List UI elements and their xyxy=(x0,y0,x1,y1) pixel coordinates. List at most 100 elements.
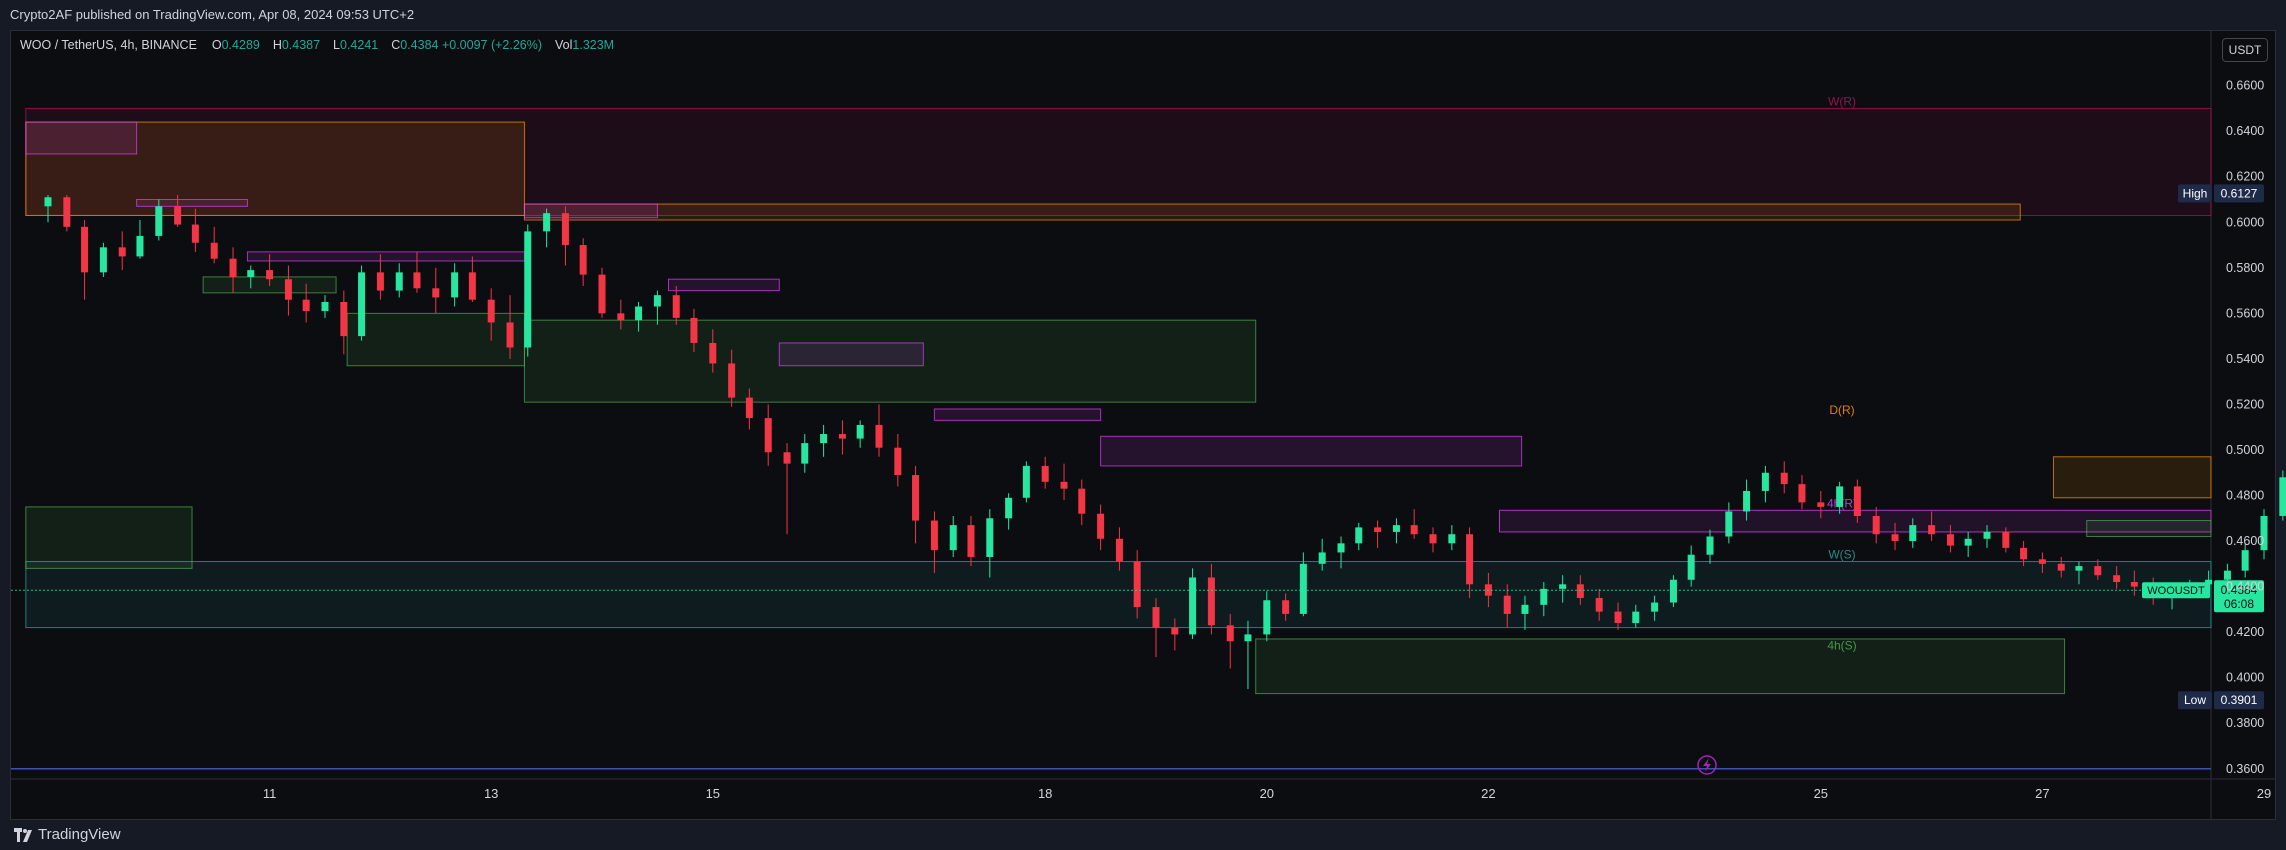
close-value: 0.4384 xyxy=(400,38,439,52)
candle-body xyxy=(1503,595,1511,614)
low-value: 0.4241 xyxy=(340,38,379,52)
level-band xyxy=(25,107,2212,216)
candle-body xyxy=(506,322,514,348)
last-price-countdown: 06:08 xyxy=(2224,597,2254,611)
candle-body xyxy=(709,342,717,364)
candle-body xyxy=(1836,486,1844,507)
zone-box xyxy=(25,121,525,216)
candle-body xyxy=(524,231,532,348)
candle-body xyxy=(1891,534,1899,542)
symbol-legend: WOO / TetherUS, 4h, BINANCE O0.4289 H0.4… xyxy=(20,38,614,52)
level-label: 4h(S) xyxy=(1827,639,1856,653)
candle-body xyxy=(2113,575,2121,583)
candle-body xyxy=(783,452,791,464)
candle-body xyxy=(1410,525,1418,535)
candle-body xyxy=(1005,497,1013,519)
price-tick-label: 0.4200 xyxy=(2226,625,2264,639)
candle-body xyxy=(875,424,883,448)
candle-body xyxy=(63,197,71,227)
symbol-name[interactable]: WOO / TetherUS, 4h, BINANCE xyxy=(20,38,197,52)
candle-body xyxy=(1706,536,1714,555)
candle-body xyxy=(1115,538,1123,562)
candle-body xyxy=(2241,550,2249,571)
time-tick-label: 22 xyxy=(1481,786,1495,801)
candle-body xyxy=(432,288,440,298)
candle-body xyxy=(1022,465,1030,498)
candle-body xyxy=(949,525,957,551)
time-tick-label: 25 xyxy=(1814,786,1828,801)
candle-body xyxy=(1743,490,1751,512)
candle-body xyxy=(1632,611,1640,624)
time-tick-label: 11 xyxy=(263,786,277,801)
low-label: L xyxy=(333,38,340,52)
publish-info-text: Crypto2AF published on TradingView.com, … xyxy=(10,7,415,22)
candle-body xyxy=(1282,600,1290,614)
price-tick-label: 0.3600 xyxy=(2226,762,2264,776)
candle-body xyxy=(468,272,476,300)
candle-body xyxy=(598,274,606,314)
candles xyxy=(44,194,2286,690)
footer-bar: TradingView xyxy=(0,820,2286,850)
candle-body xyxy=(99,247,107,273)
high-value: 0.4387 xyxy=(281,38,321,52)
candle-body xyxy=(1299,563,1307,614)
candle-body xyxy=(672,295,680,318)
supply-demand-zones xyxy=(25,121,2212,695)
candle-body xyxy=(1041,465,1049,482)
candle-body xyxy=(1780,472,1788,485)
candle-body xyxy=(1595,597,1603,612)
price-marker-name-bg xyxy=(2178,184,2212,203)
time-tick-label: 27 xyxy=(2035,786,2049,801)
candle-body xyxy=(1559,584,1567,589)
last-price-symbol-badge xyxy=(2142,582,2210,599)
currency-button[interactable]: USDT xyxy=(2222,38,2268,62)
price-marker-name: High xyxy=(2183,186,2208,200)
time-tick-label: 29 xyxy=(2257,786,2271,801)
candle-body xyxy=(1448,534,1456,544)
price-marker-value: 0.3901 xyxy=(2221,693,2258,707)
candle-body xyxy=(579,245,587,275)
time-axis-labels: 111315182022252729Apr35810121517 xyxy=(263,786,2271,801)
candle-body xyxy=(764,418,772,453)
candle-body xyxy=(543,213,551,232)
level-zones: W(R)D(R)4h(R)W(S)4h(S) xyxy=(25,94,2212,653)
candle-body xyxy=(838,434,846,439)
last-price-symbol: WOOUSDT xyxy=(2147,585,2205,597)
candle-body xyxy=(284,279,292,300)
candle-body xyxy=(1669,579,1677,603)
price-tick-label: 0.4600 xyxy=(2226,534,2264,548)
price-tick-label: 0.5000 xyxy=(2226,443,2264,457)
candle-body xyxy=(1429,534,1437,544)
time-tick-label: 15 xyxy=(706,786,720,801)
zone-box xyxy=(136,198,248,207)
candle-body xyxy=(1576,584,1584,598)
candle-body xyxy=(561,213,569,246)
candle-body xyxy=(2020,547,2028,560)
candle-body xyxy=(2223,570,2231,580)
candle-body xyxy=(1466,534,1474,585)
price-axis-labels: 0.6600 0.6400 0.6200 0.6000 0.5800 0.5600 0.54… xyxy=(2226,79,2264,776)
zone-box xyxy=(25,121,138,155)
change-value: +0.0097 (+2.26%) xyxy=(441,38,543,52)
candle-body xyxy=(1078,488,1086,514)
candle-body xyxy=(1983,531,1991,539)
candle-body xyxy=(1207,577,1215,626)
candle-body xyxy=(1946,534,1954,546)
candle-body xyxy=(1521,604,1529,614)
candle-body xyxy=(856,424,864,439)
candle-body xyxy=(1318,552,1326,564)
price-tick-label: 0.5800 xyxy=(2226,261,2264,275)
lightning-icon[interactable] xyxy=(1697,755,1717,775)
candle-body xyxy=(1614,611,1622,624)
candle-body xyxy=(2260,516,2268,551)
candle-body xyxy=(413,272,421,289)
close-label: C xyxy=(391,38,401,52)
zone-box xyxy=(1100,435,1523,467)
last-price-badge xyxy=(2214,580,2264,613)
candle-body xyxy=(1964,538,1972,546)
zone-box xyxy=(523,319,1257,403)
zone-box xyxy=(667,278,780,292)
candle-body xyxy=(728,363,736,398)
